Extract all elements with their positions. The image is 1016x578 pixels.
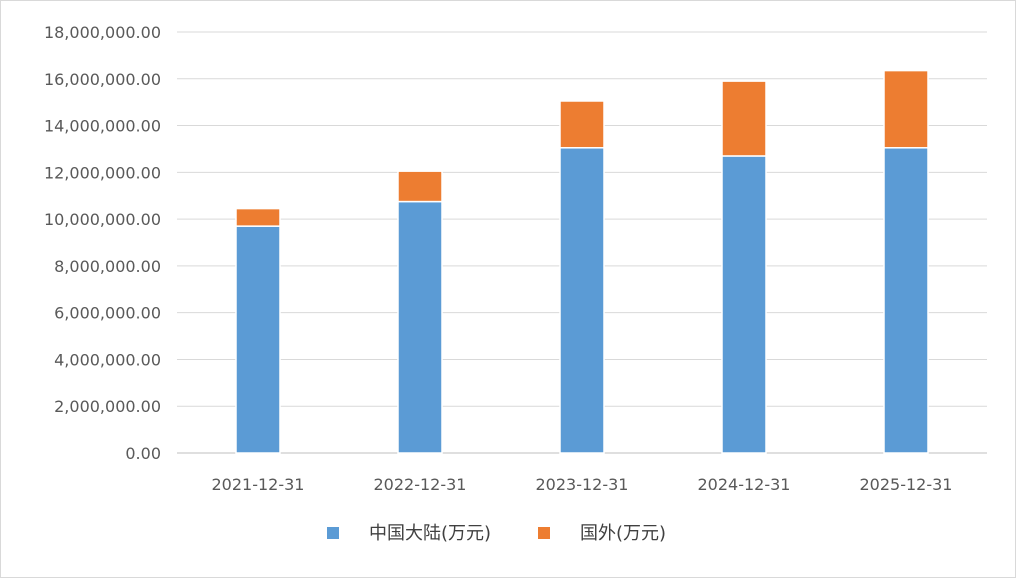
bar-mainland-2021-12-31 bbox=[235, 225, 281, 454]
legend-swatch-overseas bbox=[538, 527, 550, 539]
bar-overseas-2021-12-31 bbox=[235, 207, 281, 227]
bar-mainland-2023-12-31 bbox=[559, 147, 605, 454]
x-tick-label: 2025-12-31 bbox=[860, 475, 953, 494]
legend-label-mainland: 中国大陆(万元) bbox=[369, 523, 491, 544]
y-tick-label: 0.00 bbox=[125, 444, 161, 463]
y-tick-label: 2,000,000.00 bbox=[54, 397, 161, 416]
x-axis-tick-labels: 2021-12-31 2022-12-31 2023-12-31 2024-12-31… bbox=[212, 475, 953, 494]
bar-mainland-2025-12-31 bbox=[883, 147, 929, 454]
x-tick-label: 2021-12-31 bbox=[212, 475, 305, 494]
bar-overseas-2024-12-31 bbox=[721, 80, 767, 157]
y-tick-label: 14,000,000.00 bbox=[44, 117, 161, 136]
bar-mainland-2022-12-31 bbox=[397, 200, 443, 454]
bar-overseas-2022-12-31 bbox=[397, 170, 443, 203]
y-axis-tick-labels: 0.00 2,000,000.00 4,000,000.00 6,000,000.00… bbox=[44, 23, 161, 463]
bar-mainland-2024-12-31 bbox=[721, 155, 767, 454]
legend-swatch-mainland bbox=[327, 527, 339, 539]
legend: 中国大陆(万元) 国外(万元) bbox=[327, 523, 666, 544]
y-tick-label: 6,000,000.00 bbox=[54, 304, 161, 323]
y-tick-label: 18,000,000.00 bbox=[44, 23, 161, 42]
x-tick-label: 2024-12-31 bbox=[698, 475, 791, 494]
bar-overseas-2023-12-31 bbox=[559, 100, 605, 149]
y-tick-label: 12,000,000.00 bbox=[44, 163, 161, 182]
bars bbox=[235, 69, 929, 454]
y-tick-label: 10,000,000.00 bbox=[44, 210, 161, 229]
y-tick-label: 8,000,000.00 bbox=[54, 257, 161, 276]
x-tick-label: 2023-12-31 bbox=[536, 475, 629, 494]
y-tick-label: 4,000,000.00 bbox=[54, 350, 161, 369]
y-tick-label: 16,000,000.00 bbox=[44, 70, 161, 89]
legend-label-overseas: 国外(万元) bbox=[580, 523, 666, 544]
x-tick-label: 2022-12-31 bbox=[374, 475, 467, 494]
bar-overseas-2025-12-31 bbox=[883, 69, 929, 149]
